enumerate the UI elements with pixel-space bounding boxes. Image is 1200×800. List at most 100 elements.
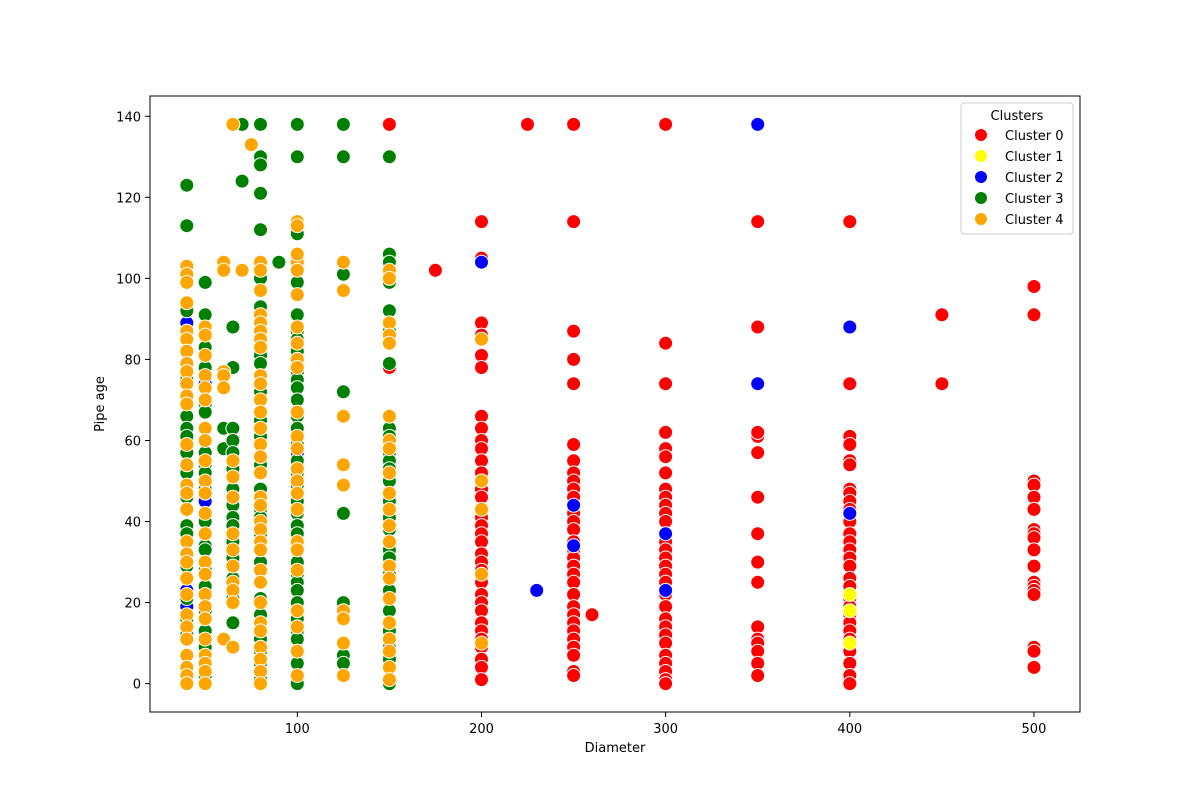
data-point — [381, 270, 397, 286]
data-point — [381, 335, 397, 351]
data-point — [225, 558, 241, 574]
plot-frame — [149, 95, 1081, 713]
data-point — [289, 542, 305, 558]
data-point — [381, 408, 397, 424]
data-point — [750, 214, 766, 230]
x-axis-label: Diameter — [585, 741, 646, 756]
data-point — [658, 582, 674, 598]
data-point — [381, 591, 397, 606]
data-point — [289, 485, 305, 501]
data-point — [335, 408, 351, 424]
x-tick-label: 300 — [653, 722, 678, 737]
data-point — [289, 643, 305, 659]
legend-marker — [974, 191, 988, 205]
data-point — [289, 287, 305, 303]
x-tick-label: 100 — [285, 722, 310, 737]
y-axis-label: Pipe age — [93, 376, 108, 432]
data-point — [566, 647, 582, 663]
data-point — [750, 554, 766, 570]
data-point — [381, 534, 397, 550]
data-points — [179, 116, 1042, 692]
data-point — [934, 307, 950, 323]
y-tick-label: 120 — [116, 191, 141, 206]
data-point — [179, 177, 195, 193]
data-point — [474, 473, 489, 489]
data-point — [381, 485, 397, 501]
data-point — [197, 485, 213, 501]
data-point — [253, 497, 268, 513]
data-point — [842, 457, 858, 473]
data-point — [658, 335, 674, 351]
y-tick-label: 80 — [124, 353, 141, 368]
data-point — [750, 489, 766, 505]
data-point — [335, 149, 351, 165]
data-point — [179, 570, 195, 586]
data-point — [335, 477, 351, 493]
data-point — [253, 283, 268, 298]
data-point — [842, 676, 858, 692]
data-point — [474, 254, 489, 270]
data-point — [179, 396, 195, 412]
data-point — [179, 587, 195, 602]
data-point — [225, 526, 241, 542]
data-point — [750, 424, 766, 440]
data-point — [842, 505, 858, 521]
data-point — [842, 603, 858, 619]
data-point — [1026, 501, 1042, 517]
data-point — [225, 595, 241, 611]
data-point — [253, 222, 268, 238]
data-point — [381, 116, 397, 132]
x-axis-ticks: 100 200 300 400 500 — [285, 712, 1046, 737]
data-point — [197, 433, 213, 448]
data-point — [750, 574, 766, 590]
data-point — [520, 116, 535, 132]
data-point — [289, 404, 305, 420]
data-point — [566, 214, 582, 230]
data-point — [289, 619, 305, 635]
data-point — [179, 485, 195, 501]
data-point — [179, 457, 195, 473]
y-tick-label: 100 — [116, 272, 141, 287]
data-point — [1026, 542, 1042, 558]
data-point — [197, 327, 213, 343]
data-point — [381, 441, 397, 457]
data-point — [1026, 558, 1042, 574]
data-point — [1026, 643, 1042, 659]
data-point — [381, 643, 397, 659]
data-point — [1026, 587, 1042, 602]
data-point — [566, 668, 582, 683]
data-point — [381, 149, 397, 165]
legend-title: Clusters — [991, 109, 1044, 124]
legend-label: Cluster 1 — [1005, 150, 1064, 165]
data-point — [197, 392, 213, 408]
data-point — [225, 615, 241, 631]
legend-label: Cluster 2 — [1005, 171, 1064, 186]
data-point — [216, 262, 232, 278]
data-point — [289, 246, 305, 262]
data-point — [253, 542, 268, 558]
data-point — [658, 116, 674, 132]
data-point — [381, 356, 397, 371]
data-point — [842, 635, 858, 651]
data-point — [179, 554, 195, 570]
data-point — [179, 274, 195, 290]
data-point — [381, 518, 397, 534]
y-tick-label: 20 — [124, 597, 141, 612]
data-point — [335, 254, 351, 270]
data-point — [197, 611, 213, 627]
data-point — [474, 635, 489, 651]
data-point — [289, 319, 305, 335]
data-point — [750, 376, 766, 392]
data-point — [253, 449, 268, 465]
data-point — [225, 319, 241, 335]
data-point — [566, 497, 582, 513]
legend-marker — [974, 212, 988, 226]
data-point — [197, 347, 213, 363]
data-point — [179, 501, 195, 517]
data-point — [842, 214, 858, 230]
data-point — [197, 274, 213, 290]
data-point — [842, 587, 858, 602]
y-axis-ticks: 0 20 40 60 80 100 120 140 — [116, 110, 150, 693]
